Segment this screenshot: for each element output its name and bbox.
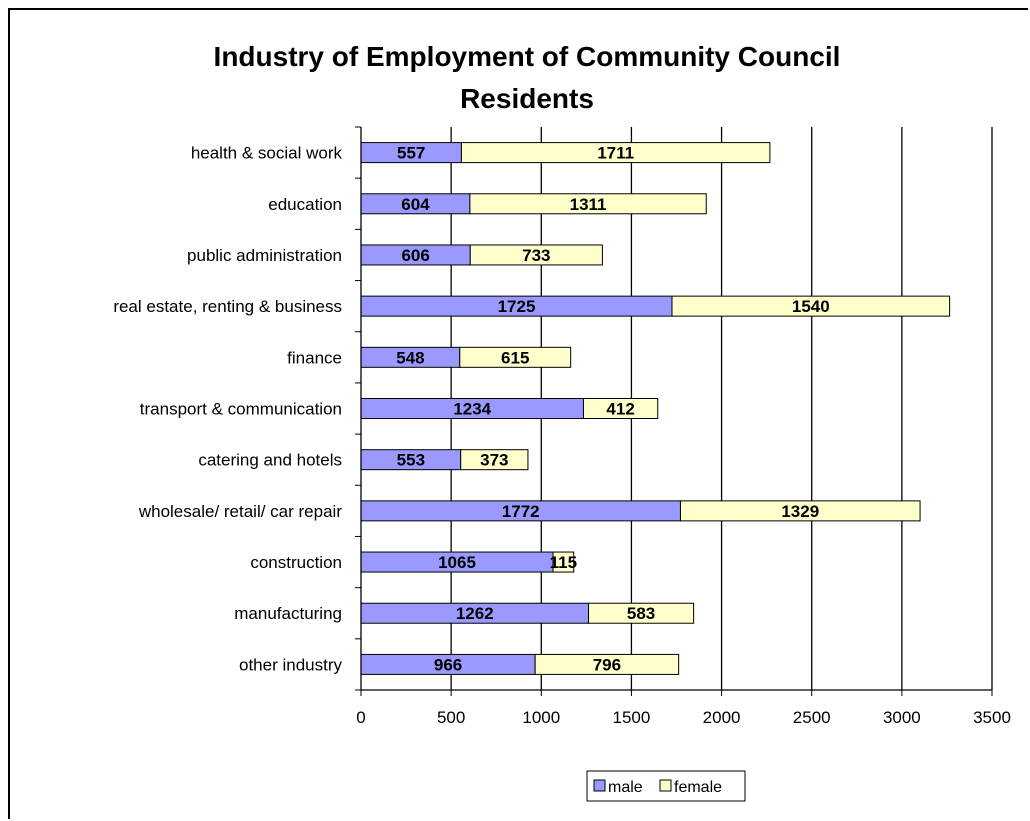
data-label-male-3: 1725 bbox=[498, 297, 536, 316]
data-label-female-6: 373 bbox=[480, 451, 508, 470]
data-labels: 557 1711 604 1311 606 733 1725 1540 548 615 1234 41… bbox=[396, 144, 830, 675]
data-label-female-2: 733 bbox=[522, 246, 550, 265]
bar-female-3 bbox=[671, 295, 951, 317]
category-label-7: wholesale/ retail/ car repair bbox=[138, 502, 342, 521]
x-tick-label-1000: 1000 bbox=[522, 708, 560, 727]
legend-label-male: male bbox=[608, 779, 643, 796]
category-labels: health & social work education public admi… bbox=[113, 144, 342, 675]
x-tick-label-0: 0 bbox=[356, 708, 365, 727]
data-label-female-10: 796 bbox=[593, 655, 621, 674]
category-label-4: finance bbox=[287, 348, 342, 367]
data-label-male-1: 604 bbox=[401, 195, 430, 214]
legend-label-female: female bbox=[674, 779, 722, 796]
x-tick-label-2500: 2500 bbox=[793, 708, 831, 727]
data-label-male-6: 553 bbox=[397, 451, 425, 470]
data-label-female-7: 1329 bbox=[781, 502, 819, 521]
bar-female-0 bbox=[460, 142, 771, 164]
bar-female-4 bbox=[459, 346, 572, 368]
bar-female-5 bbox=[582, 398, 659, 419]
bar-female-6 bbox=[460, 449, 529, 471]
category-label-5: transport & communication bbox=[140, 400, 342, 419]
legend-swatch-male bbox=[593, 779, 606, 792]
legend-swatch-female bbox=[659, 779, 672, 792]
data-label-female-8: 115 bbox=[550, 553, 577, 572]
data-label-male-8: 1065 bbox=[438, 553, 476, 572]
category-label-2: public administration bbox=[187, 246, 342, 265]
data-label-male-10: 966 bbox=[434, 655, 462, 674]
category-label-0: health & social work bbox=[191, 144, 343, 163]
bar-female-2 bbox=[469, 244, 603, 266]
axes bbox=[355, 126, 993, 696]
legend: male female bbox=[586, 770, 746, 802]
x-tick-label-500: 500 bbox=[437, 708, 465, 727]
data-label-female-5: 412 bbox=[606, 400, 634, 419]
data-label-female-1: 1311 bbox=[570, 195, 607, 214]
data-label-male-7: 1772 bbox=[502, 502, 540, 521]
x-tick-label-3000: 3000 bbox=[883, 708, 921, 727]
bar-female-8 bbox=[552, 551, 575, 573]
category-label-10: other industry bbox=[239, 655, 342, 674]
data-label-male-4: 548 bbox=[396, 348, 424, 367]
data-label-female-3: 1540 bbox=[792, 297, 830, 316]
chart-title-line-1: Industry of Employment of Community Coun… bbox=[214, 41, 841, 72]
x-tick-label-3500: 3500 bbox=[973, 708, 1011, 727]
bar-female-1 bbox=[469, 193, 707, 215]
chart-frame bbox=[8, 8, 1028, 819]
data-label-female-9: 583 bbox=[627, 604, 655, 623]
data-label-male-2: 606 bbox=[401, 246, 429, 265]
data-label-male-0: 557 bbox=[397, 144, 425, 163]
category-label-3: real estate, renting & business bbox=[113, 297, 342, 316]
bars bbox=[360, 142, 951, 675]
tick-labels: 0 500 1000 1500 2000 2500 3000 3500 bbox=[356, 708, 1011, 727]
category-label-6: catering and hotels bbox=[198, 451, 342, 470]
bar-female-9 bbox=[588, 602, 695, 624]
x-tick-label-2000: 2000 bbox=[703, 708, 741, 727]
data-label-female-0: 1711 bbox=[597, 144, 634, 163]
data-label-female-4: 615 bbox=[501, 348, 529, 367]
category-label-9: manufacturing bbox=[234, 604, 342, 623]
chart-title-line-2: Residents bbox=[460, 83, 594, 114]
data-label-male-5: 1234 bbox=[453, 400, 491, 419]
x-tick-label-1500: 1500 bbox=[613, 708, 651, 727]
category-label-1: education bbox=[268, 195, 342, 214]
bar-female-10 bbox=[534, 653, 680, 675]
bar-female-7 bbox=[679, 500, 921, 522]
category-label-8: construction bbox=[250, 553, 342, 572]
data-label-male-9: 1262 bbox=[456, 604, 494, 623]
